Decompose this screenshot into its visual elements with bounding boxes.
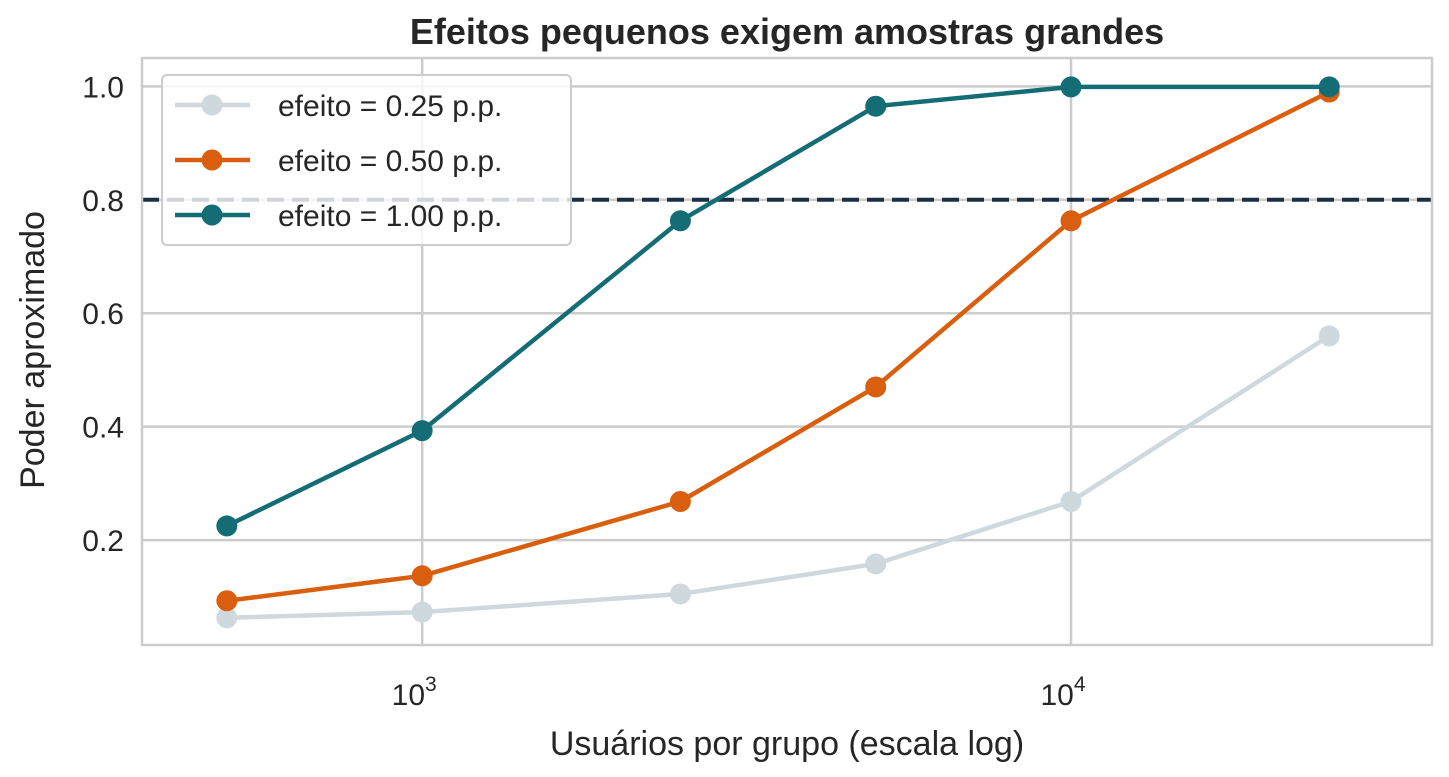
data-point xyxy=(669,583,691,605)
x-tick-exponent: 4 xyxy=(1074,673,1086,696)
legend-item: efeito = 0.50 p.p. xyxy=(175,145,502,178)
data-point xyxy=(1060,76,1082,98)
data-point xyxy=(1060,491,1082,513)
data-point xyxy=(865,95,887,117)
data-point xyxy=(669,210,691,232)
series-group xyxy=(216,76,1340,629)
legend-label: efeito = 1.00 p.p. xyxy=(278,200,502,233)
legend-label: efeito = 0.50 p.p. xyxy=(278,145,502,178)
chart-title: Efeitos pequenos exigem amostras grandes xyxy=(410,11,1164,52)
x-axis-label: Usuários por grupo (escala log) xyxy=(550,725,1024,763)
series-3 xyxy=(216,76,1340,537)
legend-item: efeito = 1.00 p.p. xyxy=(175,200,502,233)
y-tick-label: 1.0 xyxy=(82,71,124,104)
y-tick-label: 0.6 xyxy=(82,298,124,331)
legend-label: efeito = 0.25 p.p. xyxy=(278,90,502,123)
legend-swatch-marker xyxy=(201,204,223,226)
x-tick-base: 10 xyxy=(1041,679,1074,712)
series-line xyxy=(224,89,1332,604)
data-point xyxy=(865,376,887,398)
data-point xyxy=(216,590,238,612)
y-tick-label: 0.8 xyxy=(82,185,124,218)
data-point xyxy=(1318,76,1340,98)
x-tick-label: 104 xyxy=(1041,673,1086,712)
data-point xyxy=(216,515,238,537)
data-point xyxy=(411,601,433,623)
data-point xyxy=(216,607,238,629)
x-tick-label: 103 xyxy=(392,673,437,712)
series-line xyxy=(224,333,1332,621)
data-point xyxy=(865,553,887,575)
legend-swatch-marker xyxy=(201,94,223,116)
y-axis-label: Poder aproximado xyxy=(14,211,52,489)
legend-swatch-marker xyxy=(201,149,223,171)
x-tick-labels: 103 104 xyxy=(392,673,1086,712)
y-tick-labels: 0.2 0.4 0.6 0.8 1.0 xyxy=(82,71,124,558)
legend-item: efeito = 0.25 p.p. xyxy=(175,90,502,123)
y-tick-label: 0.4 xyxy=(82,412,124,445)
legend-box xyxy=(161,74,572,246)
series-line xyxy=(224,84,1332,529)
series-1 xyxy=(216,325,1340,629)
y-tick-label: 0.2 xyxy=(82,525,124,558)
x-tick-base: 10 xyxy=(392,679,425,712)
data-point xyxy=(411,420,433,442)
data-point xyxy=(1318,325,1340,347)
data-point xyxy=(1060,210,1082,232)
data-point xyxy=(411,565,433,587)
data-point xyxy=(669,491,691,513)
legend: efeito = 0.25 p.p. efeito = 0.50 p.p. efei… xyxy=(161,74,572,246)
plot-frame xyxy=(140,56,1434,647)
x-tick-exponent: 3 xyxy=(425,673,437,696)
